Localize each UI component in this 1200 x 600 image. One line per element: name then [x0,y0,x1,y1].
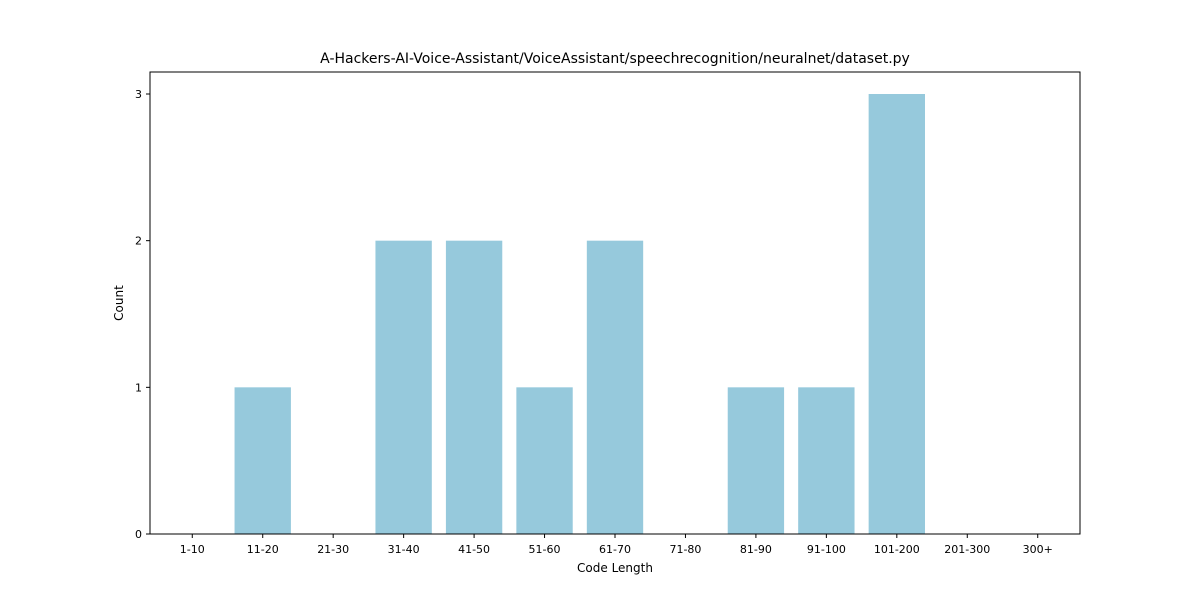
x-tick-label: 300+ [1023,543,1053,556]
y-tick-label: 1 [135,381,142,394]
bars-group [234,94,925,535]
x-tick-label: 81-90 [740,543,772,556]
bar-11-20 [234,387,291,534]
x-axis-ticks: 1-10 11-20 21-30 31-40 41-50 51-60 61-70 71-80 8… [180,534,1053,556]
x-tick-label: 61-70 [599,543,631,556]
x-tick-label: 51-60 [529,543,561,556]
x-tick-label: 31-40 [388,543,420,556]
chart-title: A-Hackers-AI-Voice-Assistant/VoiceAssist… [320,51,910,67]
bar-81-90 [727,387,785,534]
x-tick-label: 41-50 [458,543,490,556]
x-tick-label: 11-20 [247,543,279,556]
x-tick-label: 71-80 [669,543,701,556]
x-axis-label: Code Length [577,561,653,575]
y-axis-label: Count [112,285,126,321]
x-tick-label: 201-300 [944,543,990,556]
x-tick-label: 91-100 [807,543,846,556]
y-tick-label: 0 [135,528,142,541]
x-tick-label: 101-200 [874,543,920,556]
bar-51-60 [516,387,573,534]
y-tick-label: 2 [135,235,142,248]
y-axis-ticks: 0 1 2 3 [135,88,150,541]
y-tick-label: 3 [135,88,142,101]
bar-31-40 [375,240,432,535]
bar-41-50 [445,240,503,535]
bar-61-70 [586,240,644,535]
bar-101-200 [868,94,925,534]
x-tick-label: 1-10 [180,543,205,556]
bar-91-100 [798,387,855,534]
x-tick-label: 21-30 [317,543,349,556]
